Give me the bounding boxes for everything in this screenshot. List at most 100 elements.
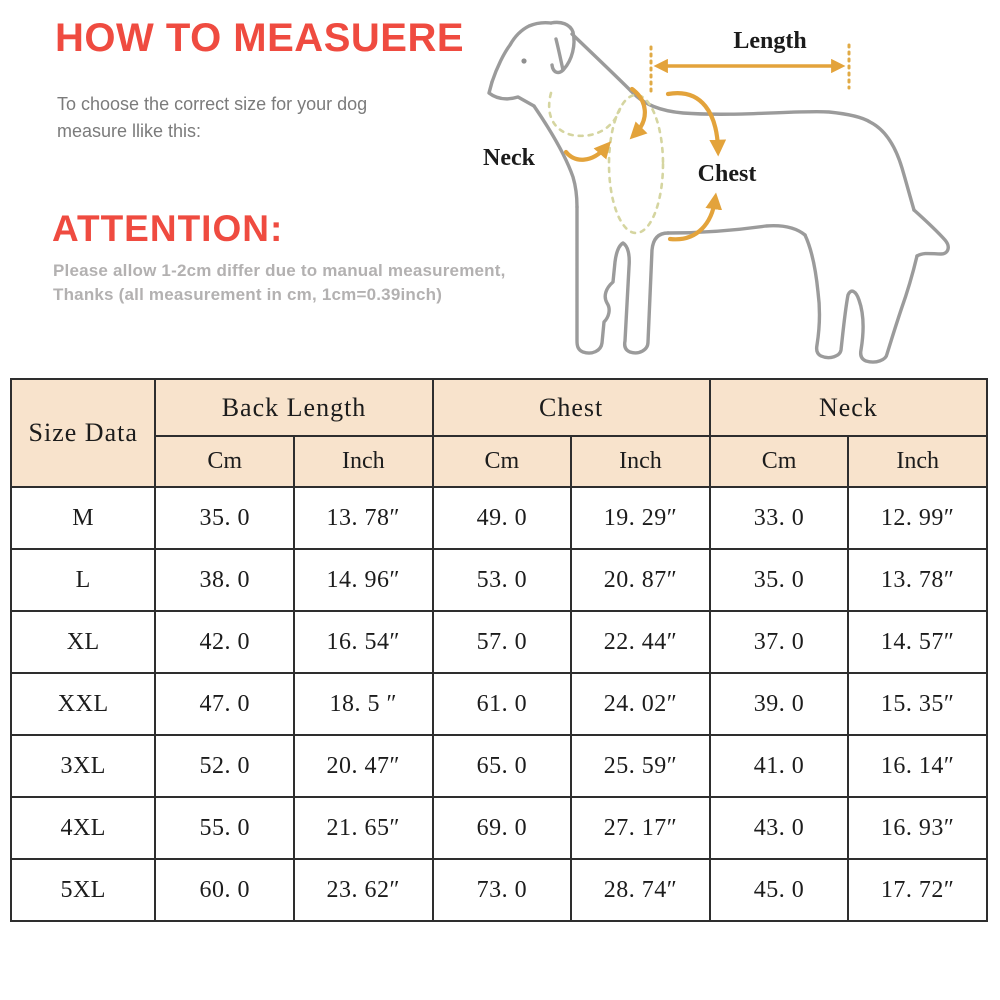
- value-cell: 43. 0: [708, 796, 850, 860]
- dog-muzzle-jaw: [487, 80, 536, 108]
- value-cell: 39. 0: [708, 672, 850, 736]
- size-label: 4XL: [9, 796, 157, 860]
- value-cell: 12. 99″: [847, 486, 988, 550]
- unit-chest-inch: Inch: [570, 435, 711, 488]
- dog-front-legs: [575, 205, 670, 355]
- value-cell: 21. 65″: [293, 796, 434, 860]
- attention-block: ATTENTION: Please allow 1-2cm differ due…: [52, 208, 506, 307]
- table-row: 3XL 52. 0 20. 47″ 65. 0 25. 59″ 41. 0 16…: [9, 734, 988, 798]
- value-cell: 13. 78″: [847, 548, 988, 612]
- value-cell: 27. 17″: [570, 796, 711, 860]
- value-cell: 28. 74″: [570, 858, 711, 922]
- size-label: M: [9, 486, 157, 550]
- value-cell: 41. 0: [708, 734, 850, 798]
- value-cell: 60. 0: [154, 858, 296, 922]
- value-cell: 20. 87″: [570, 548, 711, 612]
- length-label: Length: [733, 28, 806, 54]
- table-row: 4XL 55. 0 21. 65″ 69. 0 27. 17″ 43. 0 16…: [9, 796, 988, 860]
- unit-back-length-inch: Inch: [293, 435, 434, 488]
- dog-measurement-diagram: Length Neck Chest: [483, 20, 950, 364]
- size-label: L: [9, 548, 157, 612]
- size-label: XXL: [9, 672, 157, 736]
- value-cell: 14. 96″: [293, 548, 434, 612]
- table-row: XXL 47. 0 18. 5 ″ 61. 0 24. 02″ 39. 0 15…: [9, 672, 988, 736]
- col-group-back-length: Back Length: [154, 378, 434, 437]
- value-cell: 19. 29″: [570, 486, 711, 550]
- howto-subtitle-line1: To choose the correct size for your dog: [57, 94, 368, 114]
- value-cell: 65. 0: [431, 734, 573, 798]
- neck-arrow-upper: [629, 86, 648, 140]
- value-cell: 69. 0: [431, 796, 573, 860]
- value-cell: 57. 0: [431, 610, 573, 674]
- unit-neck-cm: Cm: [708, 435, 850, 488]
- dog-back-rump: [629, 89, 916, 212]
- dog-head-top: [490, 20, 553, 84]
- attention-line1: Please allow 1-2cm differ due to manual …: [53, 261, 506, 280]
- value-cell: 53. 0: [431, 548, 573, 612]
- howto-subtitle-line2: measure llike this:: [57, 121, 202, 141]
- chest-girth-dashes: [607, 93, 665, 235]
- dog-outline: [487, 20, 950, 364]
- value-cell: 22. 44″: [570, 610, 711, 674]
- value-cell: 25. 59″: [570, 734, 711, 798]
- col-group-chest: Chest: [431, 378, 711, 437]
- value-cell: 16. 93″: [847, 796, 988, 860]
- value-cell: 35. 0: [154, 486, 296, 550]
- table-row: XL 42. 0 16. 54″ 57. 0 22. 44″ 37. 0 14.…: [9, 610, 988, 674]
- value-cell: 24. 02″: [570, 672, 711, 736]
- dog-eye: [521, 58, 527, 64]
- size-label: XL: [9, 610, 157, 674]
- page-title: HOW TO MEASUERE: [55, 16, 465, 60]
- value-cell: 55. 0: [154, 796, 296, 860]
- neck-girth-dashes: [547, 91, 622, 138]
- measure-arrows: [563, 58, 846, 242]
- dog-throat-chest-front: [532, 104, 579, 209]
- value-cell: 13. 78″: [293, 486, 434, 550]
- size-label: 5XL: [9, 858, 157, 922]
- value-cell: 23. 62″: [293, 858, 434, 922]
- dog-tail: [912, 208, 950, 258]
- size-data-corner-cell: Size Data: [9, 378, 157, 488]
- unit-chest-cm: Cm: [431, 435, 573, 488]
- value-cell: 47. 0: [154, 672, 296, 736]
- size-label: 3XL: [9, 734, 157, 798]
- neck-label: Neck: [483, 145, 536, 171]
- table-row: M 35. 0 13. 78″ 49. 0 19. 29″ 33. 0 12. …: [9, 486, 988, 550]
- attention-line2: Thanks (all measurement in cm, 1cm=0.39i…: [53, 285, 443, 304]
- table-row: L 38. 0 14. 96″ 53. 0 20. 87″ 35. 0 13. …: [9, 548, 988, 612]
- value-cell: 20. 47″: [293, 734, 434, 798]
- attention-title: ATTENTION:: [52, 208, 284, 249]
- chest-arrow-lower: [667, 192, 723, 242]
- howto-block: HOW TO MEASUERE To choose the correct si…: [55, 16, 464, 145]
- unit-neck-inch: Inch: [847, 435, 988, 488]
- chest-arrow-upper: [665, 91, 727, 157]
- dog-belly: [666, 224, 807, 237]
- value-cell: 42. 0: [154, 610, 296, 674]
- corner-label: Size Data: [28, 418, 138, 447]
- value-cell: 49. 0: [431, 486, 573, 550]
- measure-dashes: [547, 91, 665, 235]
- value-cell: 17. 72″: [847, 858, 988, 922]
- value-cell: 37. 0: [708, 610, 850, 674]
- length-end-dashes: [649, 43, 851, 94]
- value-cell: 16. 14″: [847, 734, 988, 798]
- col-group-neck: Neck: [708, 378, 989, 437]
- value-cell: 61. 0: [431, 672, 573, 736]
- value-cell: 16. 54″: [293, 610, 434, 674]
- neck-arrow-lower: [563, 141, 611, 162]
- dog-neck-back: [570, 32, 633, 93]
- value-cell: 52. 0: [154, 734, 296, 798]
- value-cell: 45. 0: [708, 858, 850, 922]
- dog-hind-legs: [803, 233, 919, 364]
- size-table: Size Data Back Length Chest Neck Cm Inch…: [9, 378, 989, 922]
- value-cell: 33. 0: [708, 486, 850, 550]
- table-row: 5XL 60. 0 23. 62″ 73. 0 28. 74″ 45. 0 17…: [9, 858, 988, 922]
- value-cell: 14. 57″: [847, 610, 988, 674]
- value-cell: 35. 0: [708, 548, 850, 612]
- unit-back-length-cm: Cm: [154, 435, 296, 488]
- dog-ear-inner-line: [554, 37, 565, 72]
- value-cell: 38. 0: [154, 548, 296, 612]
- value-cell: 15. 35″: [847, 672, 988, 736]
- chest-label: Chest: [698, 161, 757, 187]
- value-cell: 18. 5 ″: [293, 672, 434, 736]
